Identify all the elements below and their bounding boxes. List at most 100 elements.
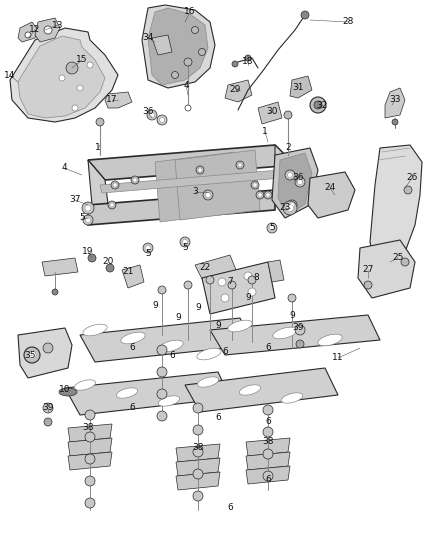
Text: 31: 31 (292, 84, 304, 93)
Circle shape (157, 345, 167, 355)
Ellipse shape (318, 334, 342, 346)
Text: 6: 6 (129, 343, 135, 352)
Text: 14: 14 (4, 70, 16, 79)
Text: 9: 9 (289, 311, 295, 319)
Circle shape (191, 27, 198, 34)
Circle shape (218, 278, 226, 286)
Circle shape (113, 183, 117, 187)
Ellipse shape (121, 332, 145, 344)
Polygon shape (122, 265, 144, 288)
Circle shape (143, 243, 153, 253)
Circle shape (297, 180, 303, 184)
Circle shape (248, 288, 256, 296)
Text: 9: 9 (245, 294, 251, 303)
Circle shape (263, 405, 273, 415)
Polygon shape (88, 190, 275, 225)
Circle shape (157, 411, 167, 421)
Circle shape (183, 239, 187, 245)
Text: 3: 3 (192, 188, 198, 197)
Circle shape (221, 294, 229, 302)
Circle shape (245, 55, 251, 61)
Circle shape (88, 254, 96, 262)
Text: 6: 6 (215, 414, 221, 423)
Polygon shape (105, 92, 132, 108)
Text: 6: 6 (222, 348, 228, 357)
Circle shape (44, 418, 52, 426)
Circle shape (295, 325, 305, 335)
Text: 19: 19 (82, 247, 94, 256)
Text: 29: 29 (230, 85, 241, 94)
Text: 1: 1 (95, 143, 101, 152)
Polygon shape (385, 88, 405, 118)
Circle shape (85, 476, 95, 486)
Circle shape (269, 225, 275, 230)
Text: 35: 35 (24, 351, 36, 359)
Circle shape (193, 447, 203, 457)
Circle shape (287, 200, 297, 210)
Circle shape (310, 97, 326, 113)
Circle shape (205, 192, 211, 198)
Circle shape (110, 203, 114, 207)
Text: 6: 6 (227, 504, 233, 513)
Circle shape (145, 246, 151, 251)
Circle shape (198, 49, 205, 55)
Circle shape (228, 281, 236, 289)
Polygon shape (68, 438, 112, 456)
Text: 38: 38 (82, 424, 94, 432)
Text: 36: 36 (142, 108, 154, 117)
Ellipse shape (117, 388, 138, 398)
Circle shape (258, 193, 262, 197)
Polygon shape (155, 152, 240, 222)
Polygon shape (18, 22, 38, 42)
Text: 17: 17 (106, 95, 118, 104)
Circle shape (266, 193, 270, 197)
Text: 5: 5 (79, 214, 85, 222)
Text: 4: 4 (61, 164, 67, 173)
Polygon shape (308, 172, 355, 218)
Circle shape (392, 119, 398, 125)
Text: 30: 30 (266, 108, 278, 117)
Text: 26: 26 (406, 174, 418, 182)
Ellipse shape (59, 388, 77, 396)
Circle shape (263, 471, 273, 481)
Ellipse shape (228, 320, 252, 332)
Text: 33: 33 (389, 95, 401, 104)
Ellipse shape (74, 380, 95, 390)
Circle shape (159, 117, 165, 123)
Polygon shape (176, 458, 220, 476)
Circle shape (253, 183, 257, 187)
Circle shape (296, 340, 304, 348)
Polygon shape (68, 424, 112, 442)
Circle shape (263, 449, 273, 459)
Circle shape (85, 454, 95, 464)
Circle shape (295, 177, 305, 187)
Text: 28: 28 (343, 18, 354, 27)
Circle shape (149, 112, 155, 117)
Circle shape (193, 469, 203, 479)
Text: 5: 5 (145, 249, 151, 259)
Text: 12: 12 (29, 26, 41, 35)
Text: 9: 9 (215, 320, 221, 329)
Circle shape (106, 264, 114, 272)
Circle shape (87, 62, 93, 68)
Circle shape (286, 205, 293, 212)
Circle shape (66, 62, 78, 74)
Polygon shape (210, 315, 380, 355)
Circle shape (267, 223, 277, 233)
Polygon shape (176, 472, 220, 490)
Circle shape (77, 85, 83, 91)
Circle shape (172, 71, 179, 78)
Text: 39: 39 (42, 403, 54, 413)
Circle shape (185, 105, 191, 111)
Text: 38: 38 (192, 443, 204, 453)
Polygon shape (35, 18, 60, 42)
Circle shape (133, 178, 137, 182)
Polygon shape (176, 444, 220, 462)
Ellipse shape (158, 396, 180, 406)
Circle shape (244, 272, 252, 280)
Polygon shape (370, 145, 422, 268)
Polygon shape (278, 153, 312, 215)
Circle shape (44, 26, 52, 34)
Ellipse shape (197, 377, 219, 387)
Text: 21: 21 (122, 268, 134, 277)
